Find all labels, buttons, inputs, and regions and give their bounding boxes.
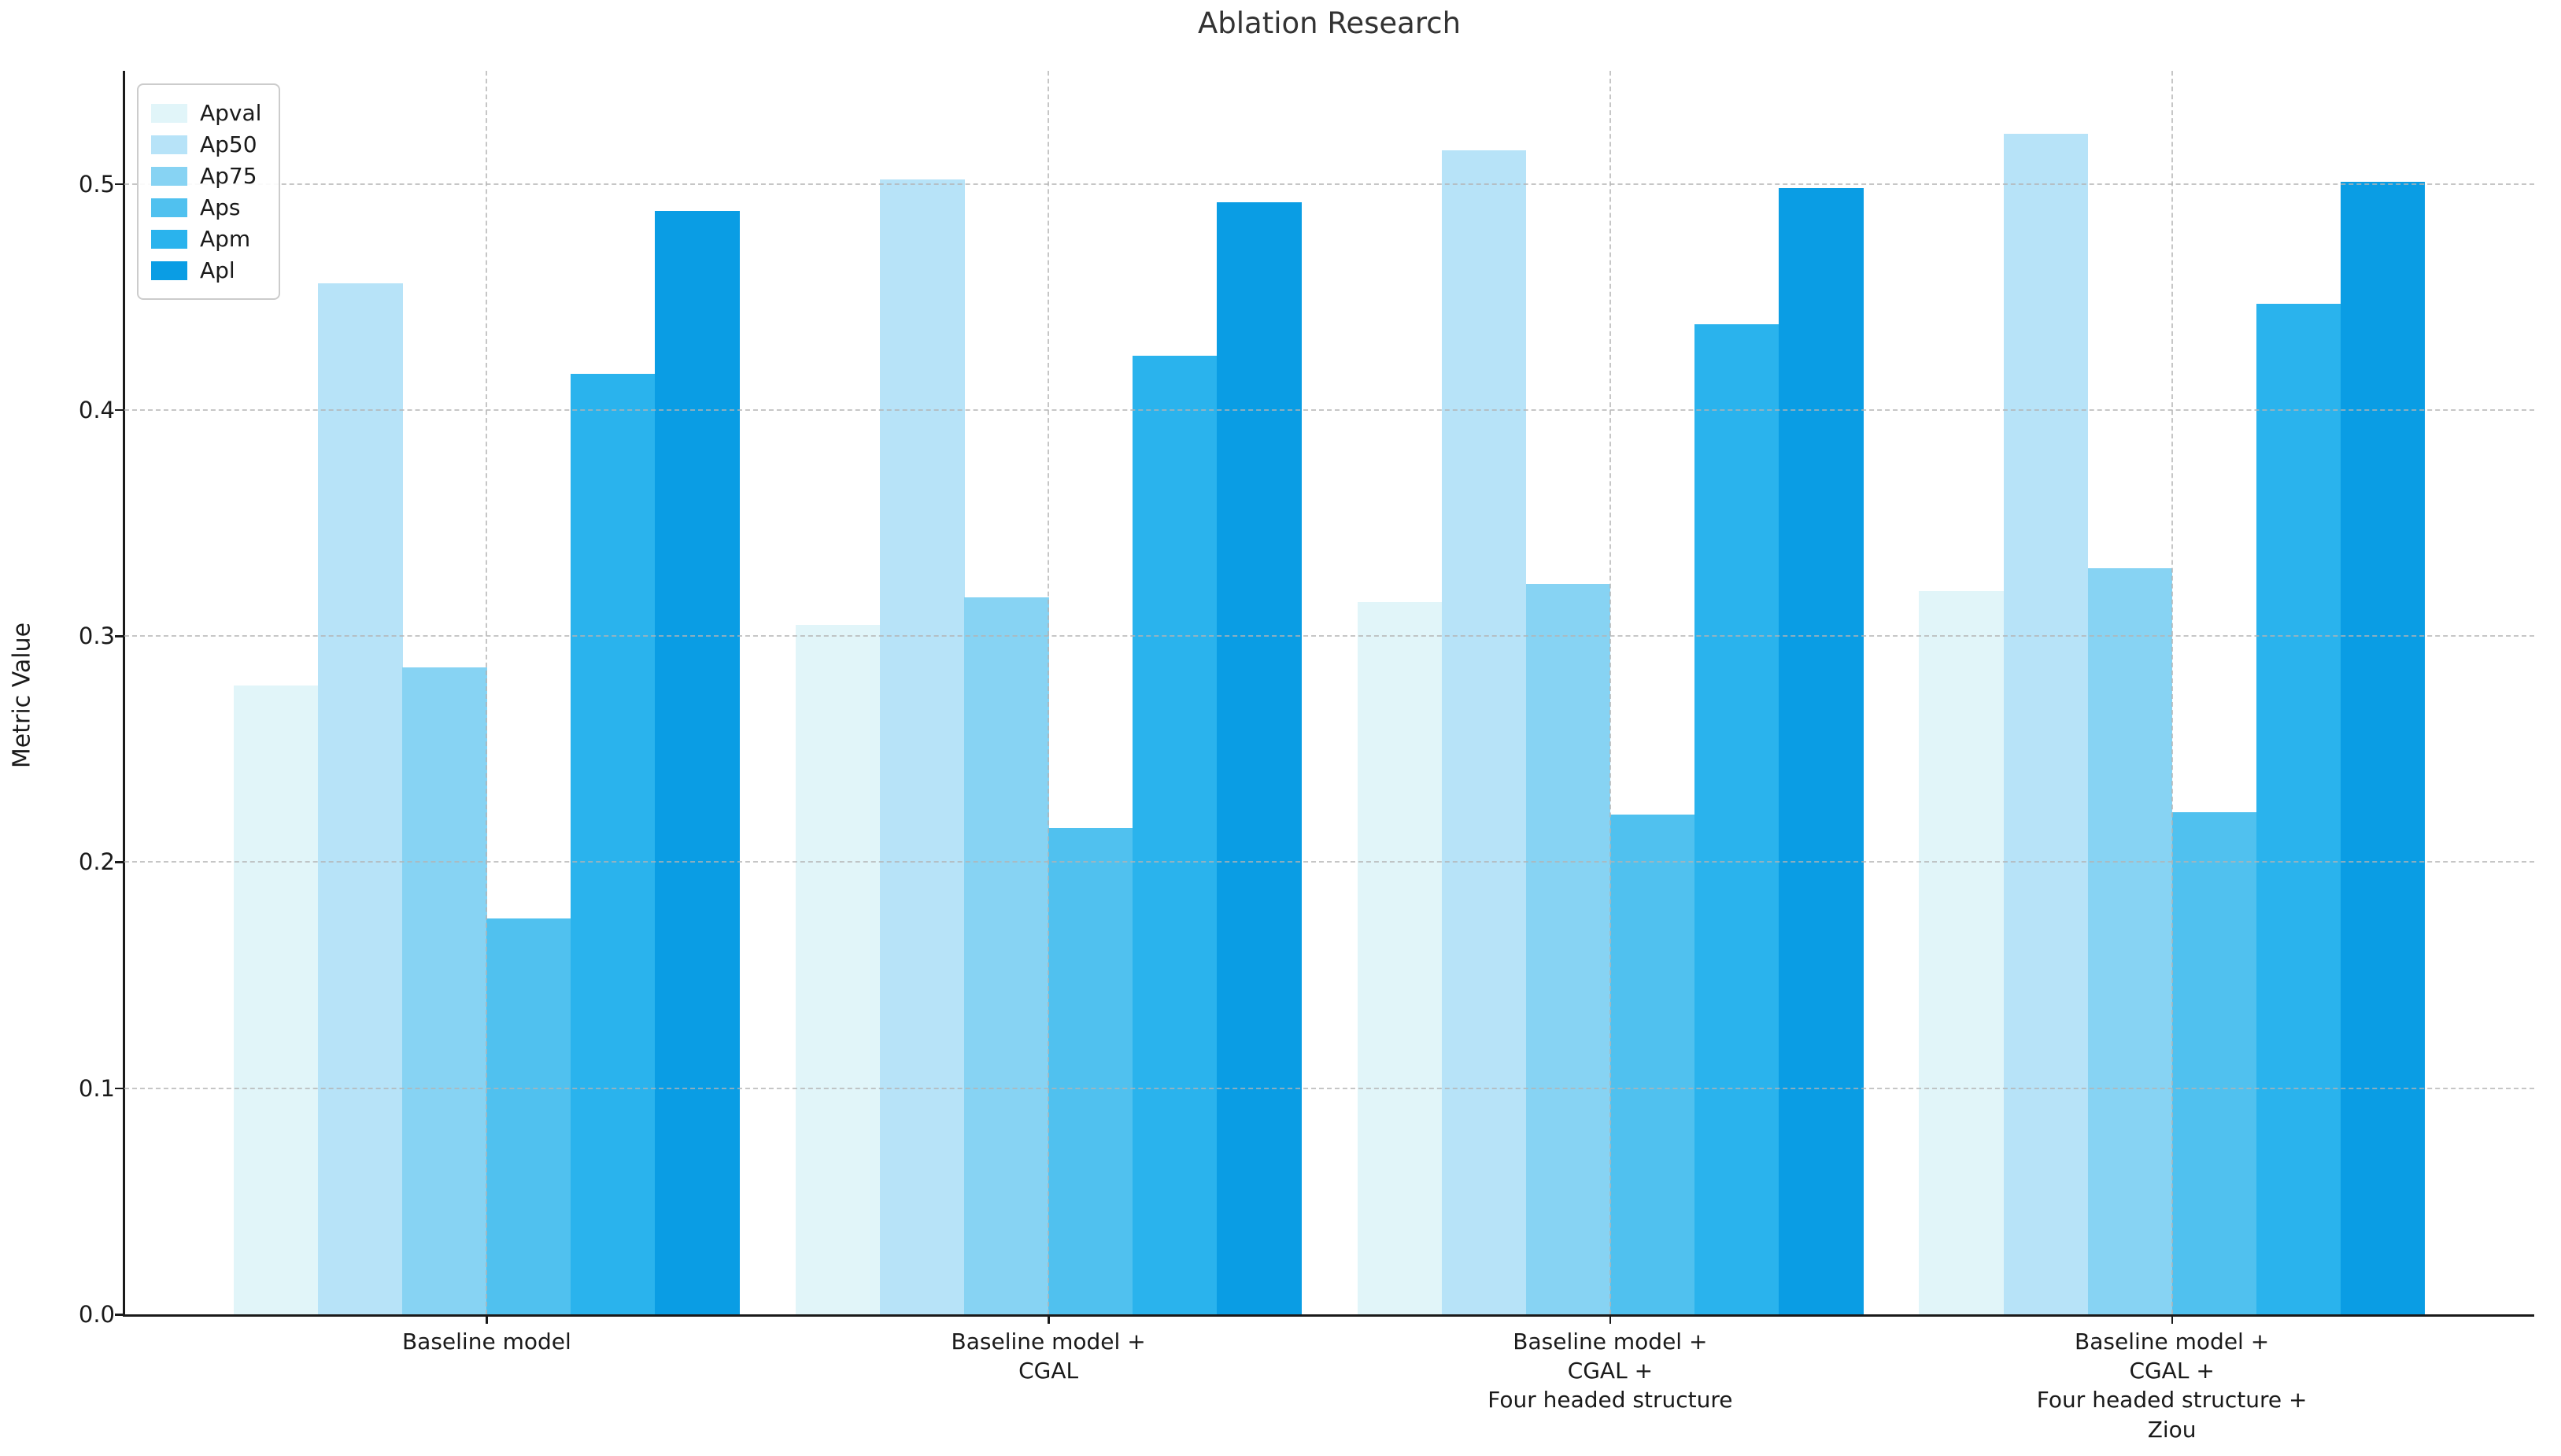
x-tick-label: Baseline model xyxy=(211,1327,762,1356)
x-tick-mark xyxy=(1609,1316,1612,1324)
y-tick-mark xyxy=(115,1087,124,1090)
legend-item: Ap75 xyxy=(151,163,261,189)
x-tick-label-line: Baseline model + xyxy=(951,1329,1146,1354)
x-tick-label: Baseline model + CGAL + Four headed struct… xyxy=(1335,1327,1886,1415)
y-axis-label: Metric Value xyxy=(8,622,36,769)
x-tick-label: Baseline model + CGAL xyxy=(773,1327,1324,1385)
x-tick-label-line: Four headed structure xyxy=(1487,1387,1733,1414)
x-tick-label-line: Baseline model + xyxy=(2075,1329,2270,1354)
x-axis-spine xyxy=(123,1314,2534,1317)
y-axis-spine xyxy=(123,71,125,1316)
bar-apm-group1 xyxy=(571,373,656,1314)
bar-aps-group1 xyxy=(486,918,571,1314)
bar-ap75-group2 xyxy=(964,597,1049,1314)
y-tick-label: 0.0 xyxy=(78,1301,115,1328)
bar-apval-group2 xyxy=(795,624,881,1314)
legend-item: Apm xyxy=(151,226,261,252)
x-tick-label-line: Baseline model + xyxy=(1513,1329,1708,1354)
bar-apm-group2 xyxy=(1133,355,1218,1314)
bar-aps-group4 xyxy=(2171,812,2257,1314)
bar-ap75-group3 xyxy=(1525,584,1611,1314)
bar-apl-group2 xyxy=(1217,201,1302,1314)
legend-label: Apl xyxy=(200,257,235,283)
y-tick-label: 0.4 xyxy=(78,396,115,423)
x-tick-label-line: CGAL + xyxy=(1567,1358,1654,1384)
legend-item: Aps xyxy=(151,194,261,220)
x-tick-label: Baseline model + CGAL + Four headed struct… xyxy=(1897,1327,2448,1444)
bar-apl-group4 xyxy=(2340,181,2426,1314)
v-gridline xyxy=(1048,71,1050,1314)
h-gridline xyxy=(124,861,2534,863)
bar-apm-group4 xyxy=(2256,303,2341,1314)
x-tick-mark xyxy=(1048,1316,1050,1324)
y-tick-label: 0.5 xyxy=(78,170,115,198)
y-tick-mark xyxy=(115,635,124,637)
bar-ap75-group4 xyxy=(2087,568,2173,1314)
legend-swatch xyxy=(151,166,187,186)
legend-swatch xyxy=(151,103,187,123)
y-tick-label: 0.2 xyxy=(78,848,115,876)
y-tick-mark xyxy=(115,408,124,412)
y-tick-label: 0.3 xyxy=(78,623,115,650)
legend-label: Apm xyxy=(200,226,251,252)
bar-ap75-group1 xyxy=(402,667,487,1314)
x-tick-label-line: Four headed structure + xyxy=(2036,1387,2308,1414)
legend-item: Apl xyxy=(151,257,261,283)
bar-apval-group4 xyxy=(1919,590,2004,1314)
bar-apval-group3 xyxy=(1357,602,1443,1314)
bar-apl-group1 xyxy=(655,211,741,1314)
bar-ap50-group4 xyxy=(2003,134,2089,1314)
x-tick-mark xyxy=(2171,1316,2174,1324)
v-gridline xyxy=(1609,71,1611,1314)
legend-swatch xyxy=(151,198,187,217)
bar-apl-group3 xyxy=(1779,188,1864,1314)
y-tick-mark xyxy=(115,1314,124,1316)
legend-label: Apval xyxy=(200,100,262,126)
x-tick-label-line: CGAL xyxy=(1018,1358,1079,1384)
legend-swatch xyxy=(151,135,187,154)
legend-item: Apval xyxy=(151,100,261,126)
v-gridline xyxy=(486,71,488,1314)
x-tick-label-line: CGAL + xyxy=(2129,1358,2215,1384)
y-tick-mark xyxy=(115,183,124,186)
bar-aps-group2 xyxy=(1048,828,1133,1314)
bar-ap50-group3 xyxy=(1441,150,1527,1314)
x-tick-label-line: Ziou xyxy=(2147,1416,2197,1443)
bar-aps-group3 xyxy=(1609,815,1695,1314)
h-gridline xyxy=(124,1087,2534,1089)
legend-item: Ap50 xyxy=(151,131,261,157)
x-tick-label-line: Baseline model xyxy=(401,1329,571,1354)
h-gridline xyxy=(124,408,2534,411)
bar-ap50-group2 xyxy=(879,179,965,1314)
chart-title: Ablation Research xyxy=(1197,6,1462,40)
legend: Apval Ap50 Ap75 Aps Apm Apl xyxy=(137,83,281,300)
plot-area: Apval Ap50 Ap75 Aps Apm Apl 0.0 0.1 0.2 0.3 0.4 0.… xyxy=(79,71,2534,1443)
bar-apm-group3 xyxy=(1694,323,1779,1314)
legend-label: Ap50 xyxy=(200,131,257,157)
legend-swatch xyxy=(151,229,187,249)
bar-ap50-group1 xyxy=(318,283,403,1314)
v-gridline xyxy=(2171,71,2173,1314)
h-gridline xyxy=(124,635,2534,637)
y-tick-mark xyxy=(115,861,124,863)
bar-apval-group1 xyxy=(234,686,319,1314)
legend-label: Ap75 xyxy=(200,163,257,189)
legend-label: Aps xyxy=(200,194,241,220)
h-gridline xyxy=(124,183,2534,185)
y-tick-label: 0.1 xyxy=(78,1074,115,1102)
x-tick-mark xyxy=(486,1316,488,1324)
legend-swatch xyxy=(151,261,187,280)
